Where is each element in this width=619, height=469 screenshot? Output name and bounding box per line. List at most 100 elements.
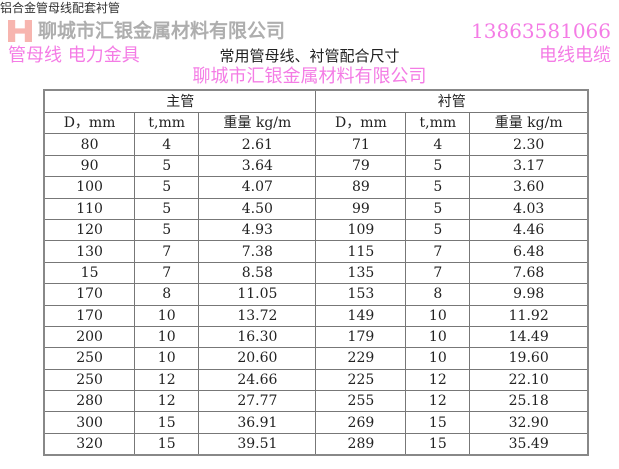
table-cell: 269 [315, 411, 407, 434]
table-cell: 8.58 [198, 261, 317, 285]
page-breadcrumb: 铝合金管母线配套衬管 [0, 1, 121, 15]
column-header: 重量 kg/m [198, 111, 317, 135]
table-cell: 4.46 [469, 218, 589, 242]
table-cell: 27.77 [198, 390, 317, 413]
dimension-table: 主管 衬管 D，mm t,mm 重量 kg/m D，mm t,mm 重量 kg/… [43, 89, 589, 457]
table-cell: 5 [405, 154, 471, 178]
table-row: 15 7 8.58 135 7 7.68 [43, 261, 589, 285]
column-header: D，mm [315, 111, 407, 135]
table-row: 200 10 16.30 179 10 14.49 [43, 325, 589, 349]
table-cell: 11.92 [469, 304, 589, 327]
table-cell: 225 [315, 368, 407, 392]
table-cell: 12 [134, 390, 200, 413]
table-row: 280 12 27.77 255 12 25.18 [43, 390, 589, 413]
column-header: t,mm [405, 111, 471, 135]
table-cell: 5 [405, 197, 471, 220]
logo-h-icon [8, 20, 32, 42]
table-cell: 5 [405, 218, 471, 242]
column-header: D，mm [43, 111, 136, 135]
table-cell: 14.49 [469, 325, 589, 349]
table-cell: 109 [315, 218, 407, 242]
table-cell: 8 [405, 283, 471, 306]
table-row: 170 10 13.72 149 10 11.92 [43, 304, 589, 327]
table-cell: 3.60 [469, 176, 589, 199]
table-cell: 10 [405, 347, 471, 370]
table-cell: 35.49 [469, 432, 589, 456]
table-cell: 170 [43, 283, 136, 306]
table-cell: 25.18 [469, 390, 589, 413]
watermark-company: 聊城市汇银金属材料有限公司 [192, 66, 427, 87]
table-cell: 3.17 [469, 154, 589, 178]
table-cell: 3.64 [198, 154, 317, 178]
table-cell: 130 [43, 240, 136, 263]
table-cell: 149 [315, 304, 407, 327]
table-row: 110 5 4.50 99 5 4.03 [43, 197, 589, 220]
table-cell: 12 [405, 390, 471, 413]
table-cell: 5 [134, 176, 200, 199]
table-cell: 5 [405, 176, 471, 199]
table-cell: 13.72 [198, 304, 317, 327]
table-cell: 7 [134, 240, 200, 263]
table-cell: 8 [134, 283, 200, 306]
table-cell: 5 [134, 197, 200, 220]
table-cell: 10 [134, 347, 200, 370]
table-cell: 32.90 [469, 411, 589, 434]
table-cell: 7 [405, 240, 471, 263]
column-header: t,mm [134, 111, 200, 135]
table-cell: 20.60 [198, 347, 317, 370]
table-cell: 115 [315, 240, 407, 263]
table-cell: 89 [315, 176, 407, 199]
table-cell: 170 [43, 304, 136, 327]
table-cell: 6.48 [469, 240, 589, 263]
table-cell: 250 [43, 368, 136, 392]
group-header-main-pipe: 主管 [43, 89, 317, 113]
table-cell: 15 [134, 432, 200, 456]
table-cell: 90 [43, 154, 136, 178]
table-cell: 11.05 [198, 283, 317, 306]
table-cell: 7.68 [469, 261, 589, 285]
table-cell: 7 [134, 261, 200, 285]
table-cell: 99 [315, 197, 407, 220]
group-header-row: 主管 衬管 [43, 89, 589, 113]
table-cell: 36.91 [198, 411, 317, 434]
table-cell: 7.38 [198, 240, 317, 263]
column-header-row: D，mm t,mm 重量 kg/m D，mm t,mm 重量 kg/m [43, 111, 589, 135]
table-cell: 39.51 [198, 432, 317, 456]
table-cell: 5 [134, 154, 200, 178]
table-cell: 24.66 [198, 368, 317, 392]
table-cell: 4 [405, 133, 471, 156]
table-cell: 10 [405, 325, 471, 349]
table-cell: 4.07 [198, 176, 317, 199]
table-row: 80 4 2.61 71 4 2.30 [43, 133, 589, 156]
table-cell: 153 [315, 283, 407, 306]
table-row: 120 5 4.93 109 5 4.46 [43, 218, 589, 242]
table-cell: 255 [315, 390, 407, 413]
table-row: 250 10 20.60 229 10 19.60 [43, 347, 589, 370]
table-cell: 200 [43, 325, 136, 349]
table-cell: 12 [134, 368, 200, 392]
table-cell: 2.61 [198, 133, 317, 156]
table-cell: 22.10 [469, 368, 589, 392]
table-cell: 289 [315, 432, 407, 456]
table-cell: 135 [315, 261, 407, 285]
company-logo-watermark: 聊城市汇银金属材料有限公司 [8, 19, 285, 43]
table-cell: 10 [134, 325, 200, 349]
table-cell: 7 [405, 261, 471, 285]
table-row: 300 15 36.91 269 15 32.90 [43, 411, 589, 434]
table-cell: 5 [134, 218, 200, 242]
table-title: 常用管母线、衬管配合尺寸 [219, 47, 400, 65]
table-cell: 4 [134, 133, 200, 156]
table-cell: 250 [43, 347, 136, 370]
table-row: 320 15 39.51 289 15 35.49 [43, 432, 589, 456]
table-cell: 16.30 [198, 325, 317, 349]
table-cell: 12 [405, 368, 471, 392]
table-cell: 300 [43, 411, 136, 434]
table-row: 130 7 7.38 115 7 6.48 [43, 240, 589, 263]
table-cell: 9.98 [469, 283, 589, 306]
table-row: 100 5 4.07 89 5 3.60 [43, 176, 589, 199]
table-row: 250 12 24.66 225 12 22.10 [43, 368, 589, 392]
table-cell: 100 [43, 176, 136, 199]
table-cell: 280 [43, 390, 136, 413]
table-row: 170 8 11.05 153 8 9.98 [43, 283, 589, 306]
table-cell: 229 [315, 347, 407, 370]
